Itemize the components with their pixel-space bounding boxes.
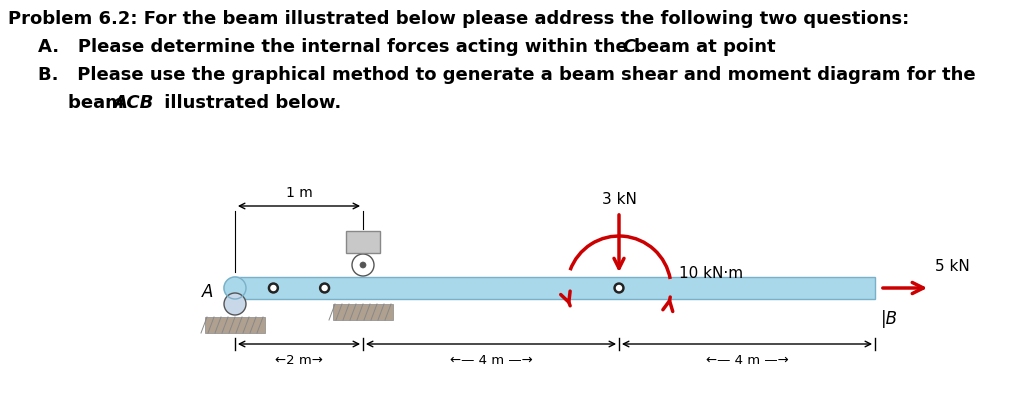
- Circle shape: [352, 254, 374, 276]
- Text: C: C: [349, 236, 361, 254]
- Text: B.   Please use the graphical method to generate a beam shear and moment diagram: B. Please use the graphical method to ge…: [38, 66, 976, 84]
- Bar: [205, 317, 265, 333]
- Text: illustrated below.: illustrated below.: [158, 94, 341, 112]
- Text: ←— 4 m —→: ←— 4 m —→: [706, 354, 788, 367]
- Text: A: A: [202, 283, 213, 301]
- Circle shape: [323, 285, 327, 290]
- Bar: [234, 277, 874, 299]
- Text: C: C: [622, 38, 635, 56]
- Text: 3 kN: 3 kN: [601, 192, 637, 207]
- Text: ←— 4 m —→: ←— 4 m —→: [450, 354, 532, 367]
- Text: |B: |B: [881, 310, 898, 328]
- Text: 5 kN: 5 kN: [935, 259, 970, 274]
- Text: ←2 m→: ←2 m→: [275, 354, 323, 367]
- Text: 1 m: 1 m: [286, 186, 312, 200]
- Text: .: .: [633, 38, 640, 56]
- Circle shape: [614, 283, 624, 293]
- Circle shape: [224, 277, 246, 299]
- Bar: [333, 304, 393, 320]
- Text: 10 kN·m: 10 kN·m: [679, 266, 743, 280]
- Circle shape: [616, 285, 622, 290]
- Circle shape: [319, 283, 330, 293]
- Circle shape: [271, 285, 275, 290]
- Text: A.   Please determine the internal forces acting within the beam at point: A. Please determine the internal forces …: [38, 38, 782, 56]
- Bar: [346, 231, 380, 253]
- Text: ACB: ACB: [113, 94, 154, 112]
- Circle shape: [224, 293, 246, 315]
- Circle shape: [360, 262, 366, 268]
- Text: Problem 6.2: For the beam illustrated below please address the following two que: Problem 6.2: For the beam illustrated be…: [8, 10, 909, 28]
- Text: beam: beam: [68, 94, 130, 112]
- Circle shape: [268, 283, 279, 293]
